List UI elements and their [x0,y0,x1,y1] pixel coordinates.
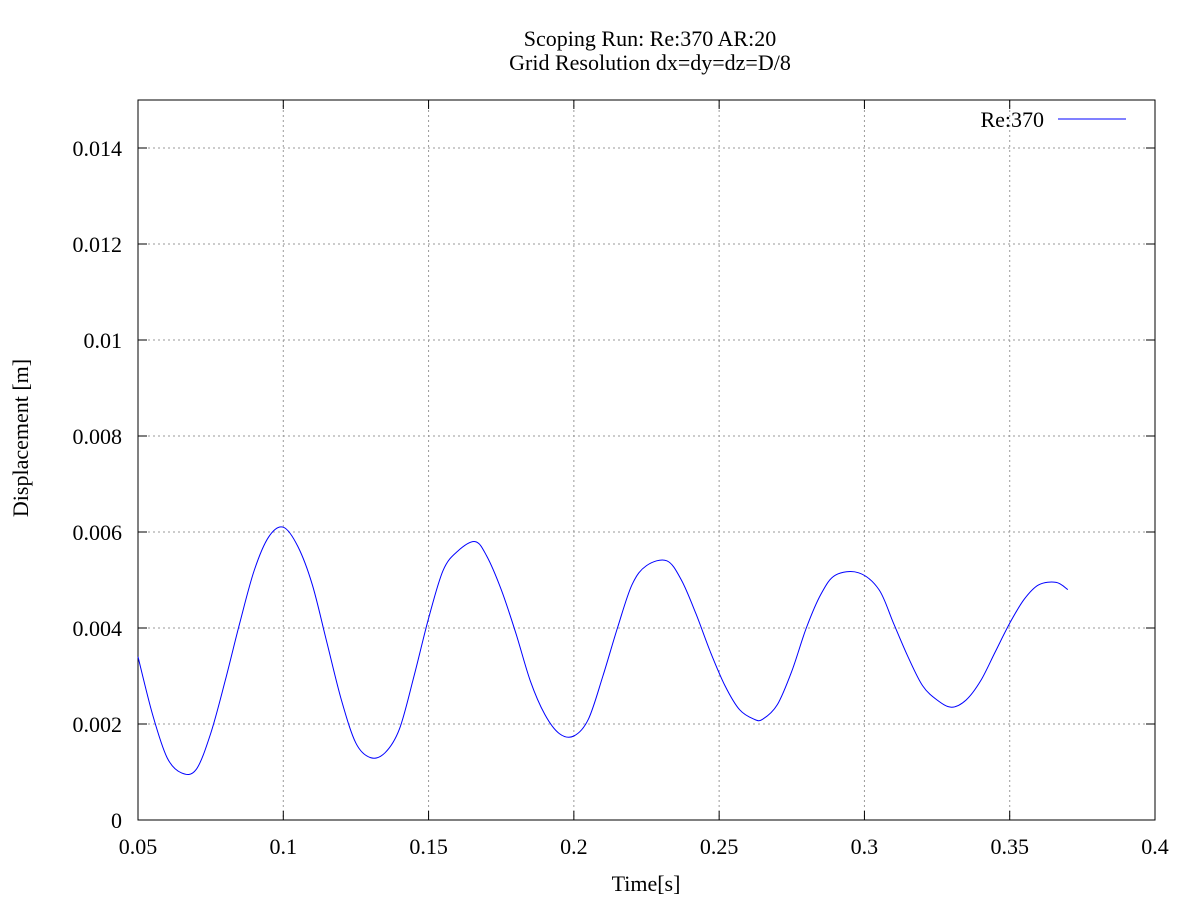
series-line [137,526,1069,776]
legend-label: Re:370 [980,107,1044,132]
x-tick-label: 0.3 [851,834,879,859]
x-tick-label: 0.25 [700,834,739,859]
y-tick-labels: 0 0.002 0.004 0.006 0.008 0.01 0.012 0.014 [73,136,123,833]
grid-lines [138,100,1155,820]
y-tick-label: 0.012 [73,232,123,257]
x-tick-labels: 0.05 0.1 0.15 0.2 0.25 0.3 0.35 0.4 [119,834,1169,859]
y-tick-label: 0 [111,808,122,833]
series-layer [137,526,1069,776]
axis-ticks [137,100,1156,821]
x-tick-label: 0.05 [119,834,158,859]
x-tick-label: 0.35 [990,834,1029,859]
y-tick-label: 0.014 [73,136,123,161]
x-tick-label: 0.15 [409,834,448,859]
y-axis-label: Displacement [m] [8,359,33,517]
x-tick-label: 0.2 [560,834,588,859]
chart-subtitle: Grid Resolution dx=dy=dz=D/8 [509,50,791,75]
x-tick-label: 0.1 [270,834,298,859]
y-tick-label: 0.008 [73,424,123,449]
x-axis-label: Time[s] [612,871,681,896]
x-tick-label: 0.4 [1141,834,1169,859]
chart-title: Scoping Run: Re:370 AR:20 [523,26,777,51]
plot-frame [137,99,1156,821]
y-tick-label: 0.004 [73,616,123,641]
y-tick-label: 0.002 [73,712,123,737]
y-tick-label: 0.01 [84,328,123,353]
legend: Re:370 [980,107,1126,132]
y-tick-label: 0.006 [73,520,123,545]
